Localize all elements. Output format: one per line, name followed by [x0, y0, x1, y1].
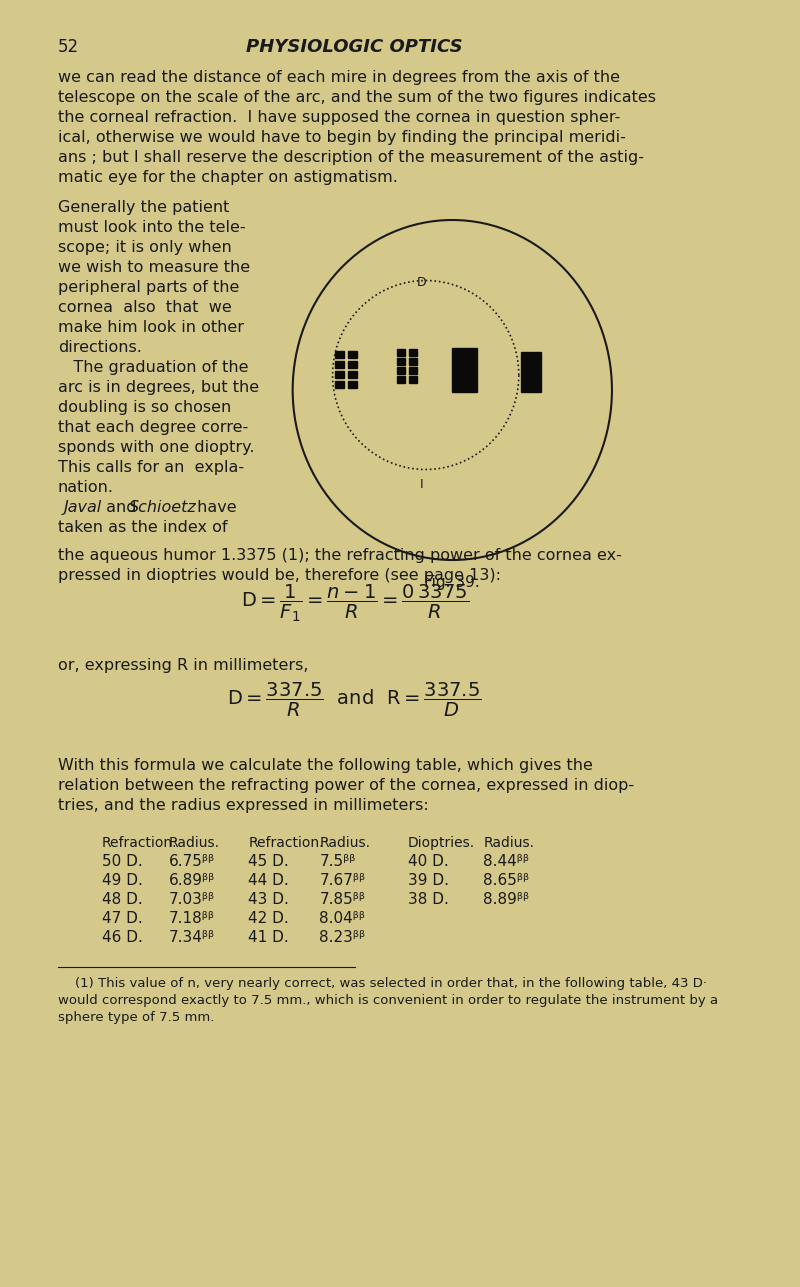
Text: 8.04ᵝᵝ: 8.04ᵝᵝ: [319, 911, 366, 927]
Text: peripheral parts of the: peripheral parts of the: [58, 281, 239, 295]
Text: sponds with one dioptry.: sponds with one dioptry.: [58, 440, 254, 456]
Text: 43 D.: 43 D.: [248, 892, 290, 907]
Text: Refraction.: Refraction.: [102, 837, 178, 849]
Text: Schioetz: Schioetz: [129, 501, 196, 515]
Text: The graduation of the: The graduation of the: [58, 360, 248, 375]
Text: 44 D.: 44 D.: [248, 873, 289, 888]
Text: This calls for an  expla-: This calls for an expla-: [58, 459, 244, 475]
Text: D: D: [417, 275, 426, 288]
Text: arc is in degrees, but the: arc is in degrees, but the: [58, 380, 258, 395]
Text: 7.18ᵝᵝ: 7.18ᵝᵝ: [169, 911, 214, 927]
Text: $\mathrm{D} = \dfrac{337.5}{R}\ \ \text{and}\ \ \mathrm{R} = \dfrac{337.5}{D}$: $\mathrm{D} = \dfrac{337.5}{R}\ \ \text{…: [227, 681, 482, 719]
Text: telescope on the scale of the arc, and the sum of the two figures indicates: telescope on the scale of the arc, and t…: [58, 90, 656, 106]
Text: 8.65ᵝᵝ: 8.65ᵝᵝ: [483, 873, 530, 888]
Text: PHYSIOLOGIC OPTICS: PHYSIOLOGIC OPTICS: [246, 39, 463, 57]
Text: ical, otherwise we would have to begin by finding the principal meridi-: ical, otherwise we would have to begin b…: [58, 130, 626, 145]
Text: 41 D.: 41 D.: [248, 931, 289, 945]
Text: $\mathrm{D} = \dfrac{1}{F_1} = \dfrac{n-1}{R} = \dfrac{0\,3375}{R}$: $\mathrm{D} = \dfrac{1}{F_1} = \dfrac{n-…: [241, 582, 469, 624]
Bar: [398, 358, 406, 366]
Text: 39 D.: 39 D.: [408, 873, 449, 888]
Text: 7.5ᵝᵝ: 7.5ᵝᵝ: [319, 855, 356, 869]
Text: nation.: nation.: [58, 480, 114, 495]
Bar: [409, 349, 417, 356]
Text: Radius.: Radius.: [319, 837, 370, 849]
Text: tries, and the radius expressed in millimeters:: tries, and the radius expressed in milli…: [58, 798, 428, 813]
Text: 6.75ᵝᵝ: 6.75ᵝᵝ: [169, 855, 214, 869]
Text: that each degree corre-: that each degree corre-: [58, 420, 248, 435]
Bar: [335, 381, 344, 387]
Bar: [348, 381, 357, 387]
Bar: [348, 371, 357, 378]
Bar: [348, 360, 357, 368]
Text: Generally the patient: Generally the patient: [58, 199, 229, 215]
Text: and: and: [101, 501, 142, 515]
Text: Dioptries.: Dioptries.: [408, 837, 475, 849]
Bar: [409, 358, 417, 366]
Text: Javal: Javal: [64, 501, 102, 515]
Bar: [452, 347, 477, 393]
Text: 7.67ᵝᵝ: 7.67ᵝᵝ: [319, 873, 366, 888]
Bar: [335, 351, 344, 358]
Text: 46 D.: 46 D.: [102, 931, 143, 945]
Bar: [398, 349, 406, 356]
Text: Refraction.: Refraction.: [248, 837, 324, 849]
Text: we wish to measure the: we wish to measure the: [58, 260, 250, 275]
Text: 7.03ᵝᵝ: 7.03ᵝᵝ: [169, 892, 214, 907]
Bar: [348, 351, 357, 358]
Bar: [335, 371, 344, 378]
Text: matic eye for the chapter on astigmatism.: matic eye for the chapter on astigmatism…: [58, 170, 398, 185]
Text: 40 D.: 40 D.: [408, 855, 449, 869]
Text: the aqueous humor 1.3375 (1); the refracting power of the cornea ex-: the aqueous humor 1.3375 (1); the refrac…: [58, 548, 622, 562]
Text: taken as the index of: taken as the index of: [58, 520, 227, 535]
Text: cornea  also  that  we: cornea also that we: [58, 300, 231, 315]
Text: pressed in dioptries would be, therefore (see page 13):: pressed in dioptries would be, therefore…: [58, 568, 501, 583]
Text: must look into the tele-: must look into the tele-: [58, 220, 246, 236]
Text: would correspond exactly to 7.5 mm., which is convenient in order to regulate th: would correspond exactly to 7.5 mm., whi…: [58, 994, 718, 1006]
Text: 49 D.: 49 D.: [102, 873, 143, 888]
Bar: [398, 367, 406, 375]
Bar: [335, 360, 344, 368]
Bar: [398, 376, 406, 384]
Text: relation between the refracting power of the cornea, expressed in diop-: relation between the refracting power of…: [58, 779, 634, 793]
Text: sphere type of 7.5 mm.: sphere type of 7.5 mm.: [58, 1012, 214, 1024]
Text: 8.89ᵝᵝ: 8.89ᵝᵝ: [483, 892, 530, 907]
Text: doubling is so chosen: doubling is so chosen: [58, 400, 231, 414]
Text: 45 D.: 45 D.: [248, 855, 289, 869]
Text: 8.23ᵝᵝ: 8.23ᵝᵝ: [319, 931, 366, 945]
Text: Radius.: Radius.: [483, 837, 534, 849]
Text: 8.44ᵝᵝ: 8.44ᵝᵝ: [483, 855, 530, 869]
Bar: [409, 376, 417, 384]
Bar: [409, 367, 417, 375]
Text: scope; it is only when: scope; it is only when: [58, 239, 231, 255]
Text: the corneal refraction.  I have supposed the cornea in question spher-: the corneal refraction. I have supposed …: [58, 109, 620, 125]
Text: ans ; but I shall reserve the description of the measurement of the astig-: ans ; but I shall reserve the descriptio…: [58, 151, 644, 165]
Text: 7.34ᵝᵝ: 7.34ᵝᵝ: [169, 931, 214, 945]
Text: directions.: directions.: [58, 340, 142, 355]
Text: we can read the distance of each mire in degrees from the axis of the: we can read the distance of each mire in…: [58, 69, 620, 85]
Text: or, expressing R in millimeters,: or, expressing R in millimeters,: [58, 658, 308, 673]
Text: have: have: [193, 501, 237, 515]
Text: 6.89ᵝᵝ: 6.89ᵝᵝ: [169, 873, 214, 888]
Text: 48 D.: 48 D.: [102, 892, 142, 907]
Text: 42 D.: 42 D.: [248, 911, 289, 927]
Text: 50 D.: 50 D.: [102, 855, 142, 869]
Text: 38 D.: 38 D.: [408, 892, 449, 907]
Text: Radius.: Radius.: [169, 837, 219, 849]
Text: Fig. 39.: Fig. 39.: [425, 575, 480, 589]
Text: I: I: [419, 477, 423, 490]
Bar: [522, 353, 541, 393]
Text: 47 D.: 47 D.: [102, 911, 142, 927]
Text: 7.85ᵝᵝ: 7.85ᵝᵝ: [319, 892, 366, 907]
Text: With this formula we calculate the following table, which gives the: With this formula we calculate the follo…: [58, 758, 593, 773]
Text: make him look in other: make him look in other: [58, 320, 244, 335]
Text: 52: 52: [58, 39, 78, 57]
Text: (1) This value of n, very nearly correct, was selected in order that, in the fol: (1) This value of n, very nearly correct…: [58, 977, 706, 990]
